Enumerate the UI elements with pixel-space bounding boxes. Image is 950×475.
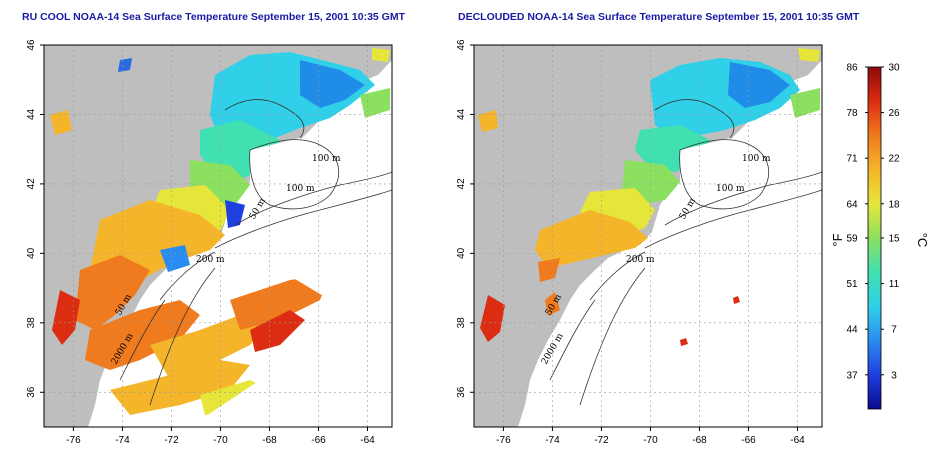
lon-tick-label: -68 (692, 435, 707, 446)
lon-tick-label: -68 (262, 435, 277, 446)
fahrenheit-tick-label: 78 (846, 108, 858, 119)
lat-tick-label: 40 (456, 247, 467, 259)
temperature-colorbar: 30 86 26 78 22 71 18 64 15 59 11 51 7 44 3 37 °F °C (830, 63, 930, 410)
celsius-tick-label: 11 (889, 279, 900, 290)
celsius-tick-label: 15 (888, 234, 900, 245)
lon-tick-label: -64 (360, 435, 375, 446)
colorbar-ticks: 30 86 26 78 22 71 18 64 15 59 11 51 7 44 3 37 (846, 63, 900, 382)
lon-tick-label: -74 (545, 435, 560, 446)
lon-tick-label: -66 (741, 435, 756, 446)
lon-tick-label: -66 (311, 435, 326, 446)
fahrenheit-tick-label: 51 (846, 279, 858, 290)
lat-tick-label: 36 (456, 386, 467, 398)
bathymetry-contours (549, 99, 822, 406)
map-grid (474, 44, 822, 427)
celsius-tick-label: 7 (891, 325, 897, 336)
lon-tick-label: -70 (643, 435, 658, 446)
lat-tick-label: 46 (26, 39, 37, 51)
land-mass (474, 45, 822, 427)
fahrenheit-tick-label: 71 (846, 154, 858, 165)
fahrenheit-tick-label: 64 (846, 199, 858, 210)
map-grid (44, 44, 392, 427)
lat-tick-label: 36 (26, 386, 37, 398)
lon-tick-label: -74 (115, 435, 130, 446)
fahrenheit-tick-label: 86 (846, 63, 858, 74)
bathymetry-contours (119, 99, 392, 406)
celsius-tick-label: 22 (888, 154, 900, 165)
fahrenheit-tick-label: 44 (846, 325, 858, 336)
map-frame (473, 44, 823, 428)
lon-tick-label: -76 (66, 435, 81, 446)
lon-tick-label: -70 (213, 435, 228, 446)
lat-tick-label: 42 (26, 178, 37, 190)
contour-label-100m: 100 m (312, 154, 341, 164)
lon-tick-label: -72 (594, 435, 609, 446)
contour-label-200m: 200 m (196, 255, 225, 265)
sst-field (50, 48, 392, 427)
lat-tick-label: 44 (26, 108, 37, 120)
celsius-tick-label: 30 (888, 63, 900, 74)
lat-tick-label: 38 (456, 317, 467, 329)
fahrenheit-unit-label: °F (830, 233, 845, 246)
lon-tick-label: -76 (496, 435, 511, 446)
contour-label-200m: 200 m (626, 255, 655, 265)
sst-field (478, 48, 820, 346)
celsius-unit-label: °C (915, 233, 930, 248)
fahrenheit-tick-label: 59 (846, 234, 858, 245)
axis-ticks: -76 -74 -72 -70 -68 -66 -64 36 38 40 42 44 46 (456, 39, 805, 446)
lon-tick-label: -72 (164, 435, 179, 446)
colorbar-gradient (867, 66, 882, 410)
contour-label-100m: 100 m (742, 154, 771, 164)
left-panel-title: RU COOL NOAA-14 Sea Surface Temperature … (22, 11, 406, 23)
lat-tick-label: 40 (26, 247, 37, 259)
axis-ticks: -76 -74 -72 -70 -68 -66 -64 36 38 40 42 44 46 (26, 39, 375, 446)
map-frame (43, 44, 393, 428)
lat-tick-label: 44 (456, 108, 467, 120)
lat-tick-label: 46 (456, 39, 467, 51)
right-panel-title: DECLOUDED NOAA-14 Sea Surface Temperatur… (458, 11, 860, 23)
lat-tick-label: 42 (456, 178, 467, 190)
lon-tick-label: -64 (790, 435, 805, 446)
celsius-tick-label: 26 (888, 108, 900, 119)
lat-tick-label: 38 (26, 317, 37, 329)
contour-label-100m-inner: 100 m (716, 184, 745, 194)
celsius-tick-label: 18 (888, 199, 900, 210)
contour-label-100m-inner: 100 m (286, 184, 315, 194)
celsius-tick-label: 3 (891, 370, 897, 381)
fahrenheit-tick-label: 37 (846, 370, 858, 381)
